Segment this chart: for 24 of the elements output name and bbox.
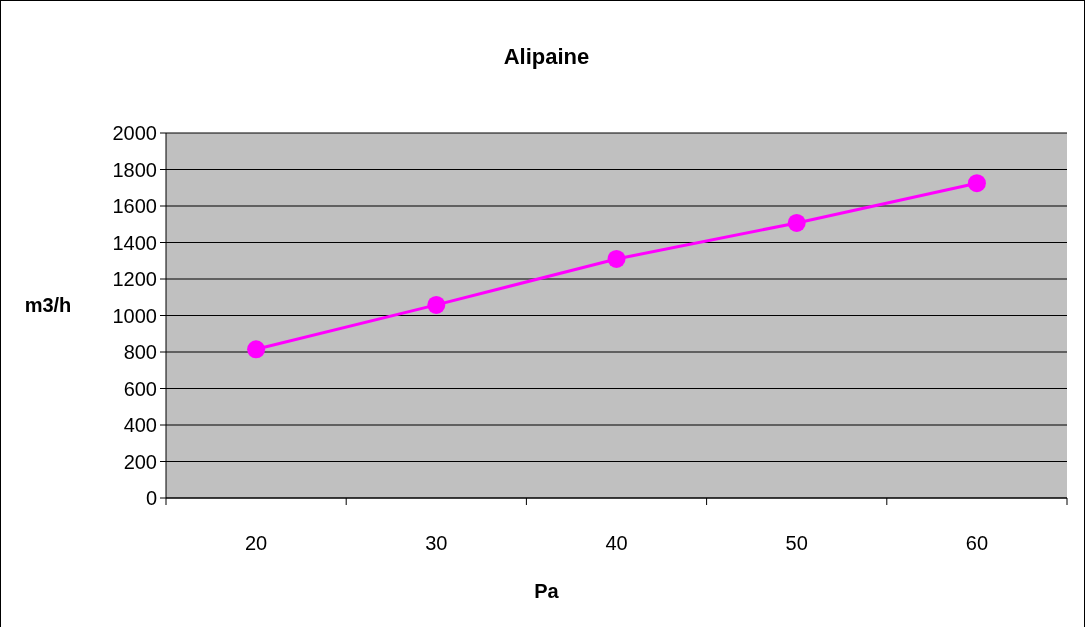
x-tick-label: 20 [244, 532, 268, 554]
point [247, 340, 266, 359]
y-tick-label: 600 [123, 377, 157, 400]
y-tick-label: 1000 [112, 304, 157, 327]
x-tick-label: 30 [425, 532, 448, 554]
chart-title: Alipaine [503, 44, 590, 69]
x-tick-label: 60 [965, 532, 989, 554]
y-tick-label: 1800 [112, 158, 157, 181]
y-tick-label: 400 [123, 414, 157, 436]
y-tick-label: 1400 [112, 231, 157, 254]
point [607, 249, 626, 268]
x-tick-label: 40 [605, 532, 628, 554]
point [787, 213, 806, 232]
point [967, 174, 986, 193]
point [427, 295, 446, 314]
y-tick-label: 1600 [112, 195, 157, 217]
y-axis-title: m3/h [24, 294, 72, 316]
y-tick-label: 2000 [112, 122, 157, 144]
x-tick-label: 50 [785, 532, 808, 554]
x-axis-title: Pa [534, 580, 560, 602]
y-tick-label: 0 [145, 487, 157, 509]
y-tick-label: 800 [123, 341, 157, 363]
y-tick-label: 1200 [112, 268, 157, 290]
y-tick-label: 200 [123, 450, 157, 473]
